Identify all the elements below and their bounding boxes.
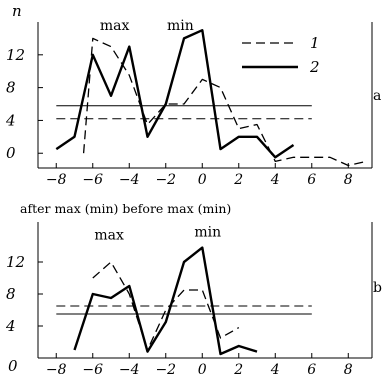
panel-a-y-label: n bbox=[12, 2, 22, 20]
annotation-min: min bbox=[194, 224, 221, 240]
x-tick-label: 2 bbox=[233, 362, 243, 378]
y-tick-label: 8 bbox=[6, 79, 16, 97]
x-tick-label: −6 bbox=[82, 172, 103, 188]
x-tick-label: 0 bbox=[198, 172, 207, 188]
series-2-line bbox=[73, 246, 258, 356]
panel-a-annotations: max min bbox=[100, 18, 194, 34]
legend-label-1: 1 bbox=[310, 34, 320, 52]
x-tick-label: −8 bbox=[46, 172, 67, 188]
x-tick-label: 6 bbox=[307, 362, 316, 378]
x-tick-label: −6 bbox=[82, 362, 103, 378]
x-tick-label: 4 bbox=[270, 172, 280, 188]
x-tick-label: 2 bbox=[233, 172, 243, 188]
x-tick-label: 0 bbox=[8, 357, 18, 375]
y-tick-label: 8 bbox=[6, 285, 16, 303]
annotation-max: max bbox=[94, 228, 124, 244]
x-tick-label: −8 bbox=[46, 362, 67, 378]
panel-b-label: b bbox=[373, 280, 382, 296]
x-tick-label: −4 bbox=[119, 362, 140, 378]
x-tick-label: −4 bbox=[119, 172, 140, 188]
x-tick-label: 6 bbox=[307, 172, 316, 188]
panel-a-x-ticks: −8 −6 −4 −2 0 2 4 6 8 bbox=[46, 163, 353, 188]
panel-b-y-ticks: 4 8 12 bbox=[5, 253, 43, 335]
annotation-max: max bbox=[100, 18, 130, 34]
x-tick-label: 8 bbox=[344, 172, 353, 188]
panel-a-series bbox=[55, 29, 367, 167]
panel-a-label: a bbox=[373, 88, 381, 104]
y-tick-label: 12 bbox=[6, 253, 25, 271]
x-tick-label: 8 bbox=[344, 362, 353, 378]
panel-b-x-ticks: 0 −8 −6 −4 −2 0 2 4 6 8 bbox=[8, 353, 353, 378]
x-tick-label: 4 bbox=[270, 362, 280, 378]
annotation-min: min bbox=[167, 18, 194, 34]
y-tick-label: 0 bbox=[6, 144, 16, 162]
panel-a-y-ticks: 0 4 8 12 bbox=[5, 46, 43, 162]
panel-b-series bbox=[56, 246, 312, 356]
panel-b: b 4 8 12 0 −8 −6 −4 −2 0 2 4 6 8 max min bbox=[5, 222, 382, 378]
x-tick-label: 0 bbox=[198, 362, 207, 378]
y-tick-label: 4 bbox=[5, 317, 16, 335]
x-tick-label: −2 bbox=[155, 172, 176, 188]
center-caption: after max (min) before max (min) bbox=[20, 201, 231, 216]
y-tick-label: 12 bbox=[6, 46, 25, 64]
series-2-line bbox=[55, 29, 295, 159]
x-tick-label: −2 bbox=[155, 362, 176, 378]
panel-b-annotations: max min bbox=[94, 224, 221, 243]
legend: 1 2 bbox=[242, 34, 320, 76]
y-tick-label: 4 bbox=[5, 111, 16, 129]
legend-label-2: 2 bbox=[309, 58, 320, 76]
